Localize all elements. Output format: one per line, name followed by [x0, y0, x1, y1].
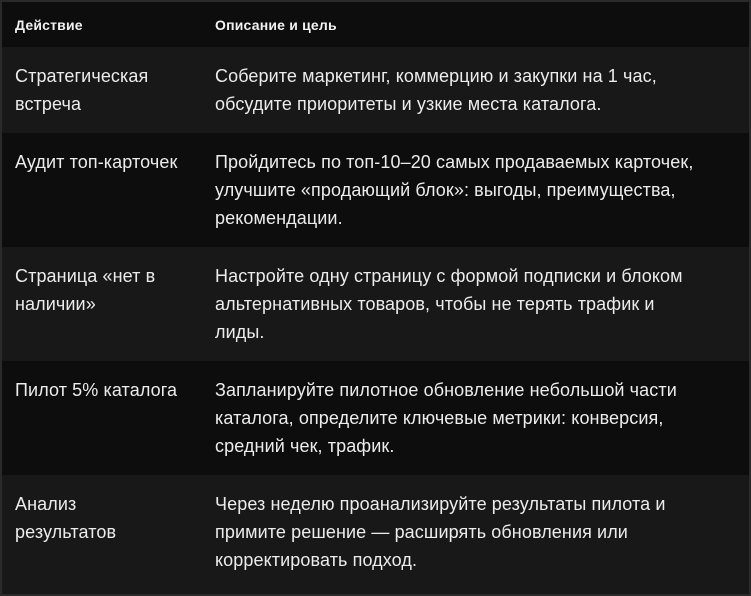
action-cell: Аудит топ-карточек	[15, 152, 178, 172]
action-cell: Стратегическая встреча	[15, 66, 149, 114]
description-cell: Соберите маркетинг, коммерцию и закупки …	[215, 66, 657, 114]
table-row: Аудит топ-карточек Пройдитесь по топ-10–…	[2, 133, 749, 247]
description-cell: Пройдитесь по топ-10–20 самых продаваемы…	[215, 152, 694, 228]
column-header-description: Описание и цель	[215, 17, 337, 33]
action-cell: Страница «нет в наличии»	[15, 266, 156, 314]
description-cell: Запланируйте пилотное обновление небольш…	[215, 380, 677, 456]
table-row: Анализ результатов Через неделю проанали…	[2, 475, 749, 594]
table-row: Стратегическая встреча Соберите маркетин…	[2, 47, 749, 133]
action-cell: Пилот 5% каталога	[15, 380, 178, 400]
table-row: Страница «нет в наличии» Настройте одну …	[2, 247, 749, 361]
description-cell: Через неделю проанализируйте результаты …	[215, 494, 666, 570]
table-row: Пилот 5% каталога Запланируйте пилотное …	[2, 361, 749, 475]
table-header-row: Действие Описание и цель	[2, 2, 749, 47]
description-cell: Настройте одну страницу с формой подписк…	[215, 266, 683, 342]
action-cell: Анализ результатов	[15, 494, 117, 542]
column-header-action: Действие	[15, 17, 83, 33]
